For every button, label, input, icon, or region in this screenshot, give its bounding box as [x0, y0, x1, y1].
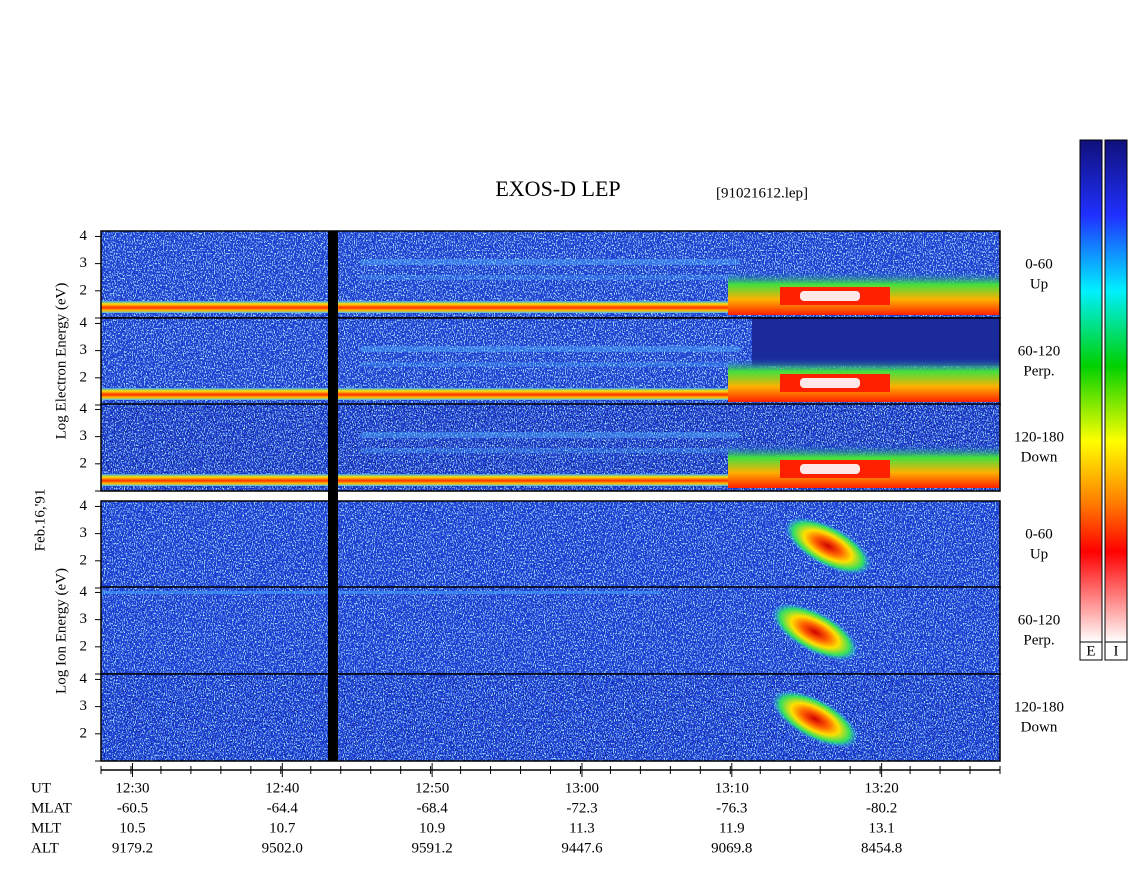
title: EXOS-D LEP: [495, 176, 620, 201]
row-value: 9447.6: [561, 840, 603, 856]
row-label: MLAT: [31, 800, 72, 816]
y-tick-label: 4: [80, 228, 88, 244]
y-tick-label: 2: [80, 369, 88, 385]
low-band: [101, 474, 731, 486]
row-value: 9502.0: [262, 840, 303, 856]
direction-label: Up: [1030, 276, 1048, 292]
row-label: MLT: [31, 820, 61, 836]
y-tick-label: 3: [80, 698, 88, 714]
row-value: -76.3: [716, 800, 747, 816]
row-value: -80.2: [866, 800, 897, 816]
row-value: 13.1: [869, 820, 895, 836]
y-tick-label: 4: [80, 498, 88, 514]
y-tick-label: 4: [80, 584, 88, 600]
row-value: 11.9: [719, 820, 745, 836]
x-tick-label: 13:10: [715, 780, 749, 796]
colorbar-label: E: [1086, 643, 1095, 659]
panel-frame: [100, 673, 1001, 762]
faint-streak: [360, 259, 740, 265]
hot-peak: [800, 378, 860, 388]
noise-dark: [101, 674, 1000, 761]
colorbar-label: I: [1114, 643, 1119, 659]
y-tick-label: 4: [80, 671, 88, 687]
row-value: 11.3: [569, 820, 595, 836]
faint-streak: [360, 275, 740, 280]
angle-label: 60-120: [1018, 612, 1061, 628]
colorbar-label-box: [1079, 641, 1103, 661]
low-band: [101, 301, 731, 313]
panel-frame: [100, 403, 1001, 492]
direction-label: Down: [1021, 719, 1058, 735]
y-tick-label: 3: [80, 255, 88, 271]
row-value: 9069.8: [711, 840, 752, 856]
y-tick-label: 2: [80, 455, 88, 471]
row-value: 10.9: [419, 820, 445, 836]
colorbar: [1079, 139, 1103, 643]
y-tick-label: 4: [80, 401, 88, 417]
faint-streak: [360, 362, 740, 367]
hot-peak: [800, 464, 860, 474]
row-value: 10.5: [119, 820, 145, 836]
y-tick-label: 2: [80, 282, 88, 298]
file-name: [91021612.lep]: [716, 185, 808, 201]
direction-label: Up: [1030, 546, 1048, 562]
ion-blob: [784, 517, 872, 575]
hot-peak: [800, 291, 860, 301]
date: Feb.16,'91: [32, 489, 48, 552]
ion-blob: [771, 603, 859, 661]
noise-dark: [101, 587, 1000, 674]
ion-axis-label: Log Ion Energy (eV): [53, 568, 69, 694]
row-label: ALT: [31, 840, 59, 856]
data-gap: [328, 231, 338, 761]
angle-label: 60-120: [1018, 343, 1061, 359]
x-tick-label: 13:00: [565, 780, 599, 796]
y-tick-label: 3: [80, 525, 88, 541]
y-tick-label: 2: [80, 552, 88, 568]
angle-label: 120-180: [1014, 429, 1064, 445]
dark-region: [752, 318, 1000, 366]
angle-label: 0-60: [1025, 526, 1053, 542]
row-value: 9179.2: [112, 840, 153, 856]
faint-streak: [360, 448, 740, 453]
row-value: -60.5: [117, 800, 148, 816]
edge-line: [101, 591, 661, 594]
faint-streak: [360, 432, 740, 438]
row-value: 8454.8: [861, 840, 902, 856]
row-value: -68.4: [417, 800, 449, 816]
colorbar-label-box: [1104, 641, 1128, 661]
row-label: UT: [31, 780, 51, 796]
x-tick-label: 12:40: [265, 780, 299, 796]
y-tick-label: 3: [80, 342, 88, 358]
y-tick-label: 3: [80, 428, 88, 444]
angle-label: 0-60: [1025, 256, 1053, 272]
direction-label: Down: [1021, 449, 1058, 465]
row-value: 10.7: [269, 820, 296, 836]
angle-label: 120-180: [1014, 699, 1064, 715]
colorbar: [1104, 139, 1128, 643]
direction-label: Perp.: [1023, 363, 1054, 379]
row-value: 9591.2: [412, 840, 453, 856]
x-tick-label: 12:50: [415, 780, 449, 796]
low-band: [101, 388, 731, 400]
x-tick-label: 13:20: [865, 780, 899, 796]
direction-label: Perp.: [1023, 632, 1054, 648]
y-tick-label: 2: [80, 725, 88, 741]
faint-streak: [360, 346, 740, 352]
y-tick-label: 4: [80, 315, 88, 331]
noise-dark: [101, 501, 1000, 588]
y-tick-label: 2: [80, 638, 88, 654]
row-value: -64.4: [267, 800, 299, 816]
ion-blob: [771, 690, 859, 748]
row-value: -72.3: [566, 800, 597, 816]
y-tick-label: 3: [80, 611, 88, 627]
x-tick-label: 12:30: [115, 780, 149, 796]
electron-axis-label: Log Electron Energy (eV): [53, 283, 69, 440]
